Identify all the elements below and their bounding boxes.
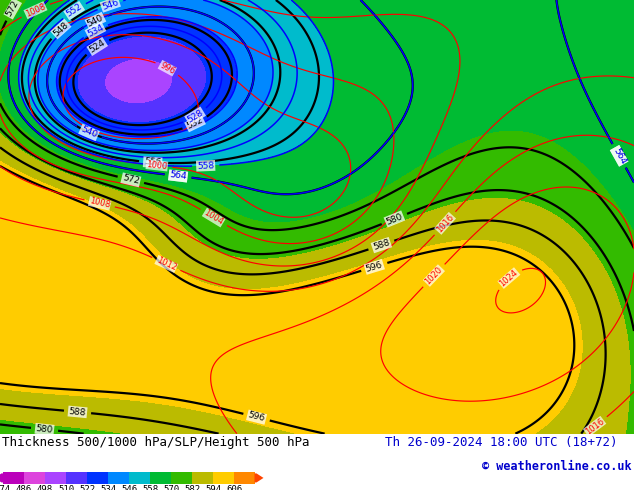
Text: 528: 528 <box>186 108 205 124</box>
Text: 532: 532 <box>185 116 205 131</box>
Text: 570: 570 <box>163 486 179 490</box>
Text: 564: 564 <box>611 146 627 166</box>
Text: 522: 522 <box>79 486 95 490</box>
Text: 564: 564 <box>169 171 187 181</box>
Bar <box>129 472 150 484</box>
Text: 582: 582 <box>184 486 200 490</box>
Text: 540: 540 <box>79 125 99 140</box>
Text: 498: 498 <box>37 486 53 490</box>
Text: 546: 546 <box>121 486 137 490</box>
Text: 552: 552 <box>65 2 84 19</box>
Text: 596: 596 <box>365 260 384 274</box>
Text: 548: 548 <box>51 20 70 38</box>
Text: 524: 524 <box>87 38 107 55</box>
Text: 540: 540 <box>86 13 105 28</box>
Text: 1016: 1016 <box>583 416 605 437</box>
Bar <box>45 472 66 484</box>
Bar <box>234 472 255 484</box>
Text: 534: 534 <box>86 23 105 39</box>
Text: 606: 606 <box>226 486 242 490</box>
Text: 1008: 1008 <box>24 1 47 19</box>
Text: 572: 572 <box>4 0 21 18</box>
FancyArrow shape <box>254 473 264 483</box>
Text: 588: 588 <box>68 407 87 417</box>
Bar <box>66 472 87 484</box>
Text: 1024: 1024 <box>498 268 520 288</box>
Text: 572: 572 <box>122 173 140 186</box>
FancyArrow shape <box>0 473 4 483</box>
Bar <box>108 472 129 484</box>
Text: 594: 594 <box>205 486 221 490</box>
Bar <box>192 472 213 484</box>
Text: 546: 546 <box>101 0 120 12</box>
Text: Thickness 500/1000 hPa/SLP/Height 500 hPa: Thickness 500/1000 hPa/SLP/Height 500 hP… <box>2 436 309 449</box>
Bar <box>150 472 171 484</box>
Text: 1020: 1020 <box>424 265 444 286</box>
Text: 558: 558 <box>142 486 158 490</box>
Text: 588: 588 <box>372 238 391 252</box>
Text: 996: 996 <box>158 60 176 76</box>
Bar <box>3 472 24 484</box>
Bar <box>87 472 108 484</box>
Text: 534: 534 <box>100 486 116 490</box>
Text: 580: 580 <box>385 212 404 226</box>
Text: 510: 510 <box>58 486 74 490</box>
Bar <box>213 472 234 484</box>
Text: 596: 596 <box>247 411 266 424</box>
Text: 564: 564 <box>611 146 627 166</box>
Text: 486: 486 <box>16 486 32 490</box>
Text: 474: 474 <box>0 486 11 490</box>
Text: 558: 558 <box>197 161 214 171</box>
Bar <box>24 472 45 484</box>
Bar <box>171 472 192 484</box>
Text: 1012: 1012 <box>155 255 178 272</box>
Text: 1000: 1000 <box>146 160 168 171</box>
Text: 564: 564 <box>169 171 187 181</box>
Text: Th 26-09-2024 18:00 UTC (18+72): Th 26-09-2024 18:00 UTC (18+72) <box>385 436 618 449</box>
Text: 1004: 1004 <box>202 208 225 227</box>
Text: 580: 580 <box>36 424 54 435</box>
Text: 1008: 1008 <box>88 196 111 210</box>
Text: © weatheronline.co.uk: © weatheronline.co.uk <box>482 460 632 473</box>
Text: 556: 556 <box>144 157 162 168</box>
Text: 1016: 1016 <box>435 213 455 234</box>
